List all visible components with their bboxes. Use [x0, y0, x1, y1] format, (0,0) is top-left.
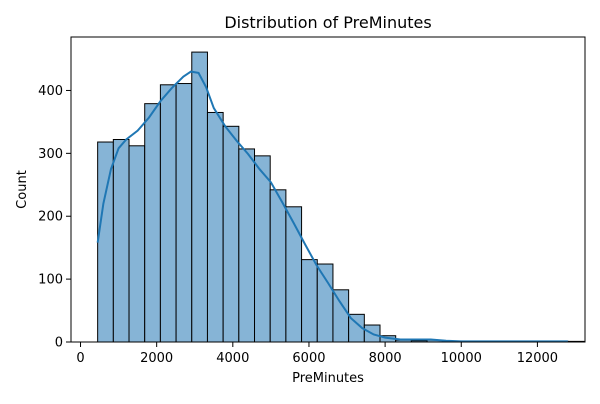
x-tick-label: 2000 — [140, 351, 173, 366]
histogram-bar — [332, 289, 350, 343]
y-axis-label: Count — [15, 170, 30, 209]
histogram-bar — [206, 111, 224, 343]
x-tick-label: 12000 — [517, 351, 558, 366]
y-tick-label: 0 — [55, 336, 63, 351]
histogram-bar — [254, 155, 271, 343]
histogram-bar — [301, 259, 318, 343]
histogram-bar — [175, 83, 193, 343]
x-tick-label: 4000 — [216, 351, 249, 366]
x-axis: 0 2000 4000 6000 8000 10000 12000 — [76, 342, 558, 366]
chart-title: Distribution of PreMinutes — [224, 13, 431, 32]
y-axis: 0 100 200 300 400 — [38, 84, 71, 351]
histogram-bar — [112, 139, 130, 343]
histogram-bar — [238, 148, 256, 343]
histogram-bar — [128, 145, 146, 343]
histogram-bar — [159, 84, 177, 343]
histogram-bar — [269, 189, 287, 343]
histogram-bar — [191, 51, 208, 343]
histogram-bar — [222, 125, 240, 343]
x-tick-label: 10000 — [441, 351, 482, 366]
x-tick-label: 8000 — [369, 351, 402, 366]
y-tick-label: 300 — [38, 147, 63, 162]
histogram-bar — [316, 263, 334, 343]
kde-line — [96, 70, 568, 343]
bars-layer — [97, 51, 585, 343]
x-tick-label: 6000 — [292, 351, 325, 366]
y-tick-label: 200 — [38, 210, 63, 225]
x-tick-label: 0 — [76, 351, 84, 366]
histogram-bar — [144, 103, 161, 343]
plot-frame — [70, 36, 586, 343]
y-tick-label: 400 — [38, 84, 63, 99]
x-axis-label: PreMinutes — [292, 371, 364, 386]
y-tick-label: 100 — [38, 273, 63, 288]
histogram-bar — [285, 206, 303, 343]
